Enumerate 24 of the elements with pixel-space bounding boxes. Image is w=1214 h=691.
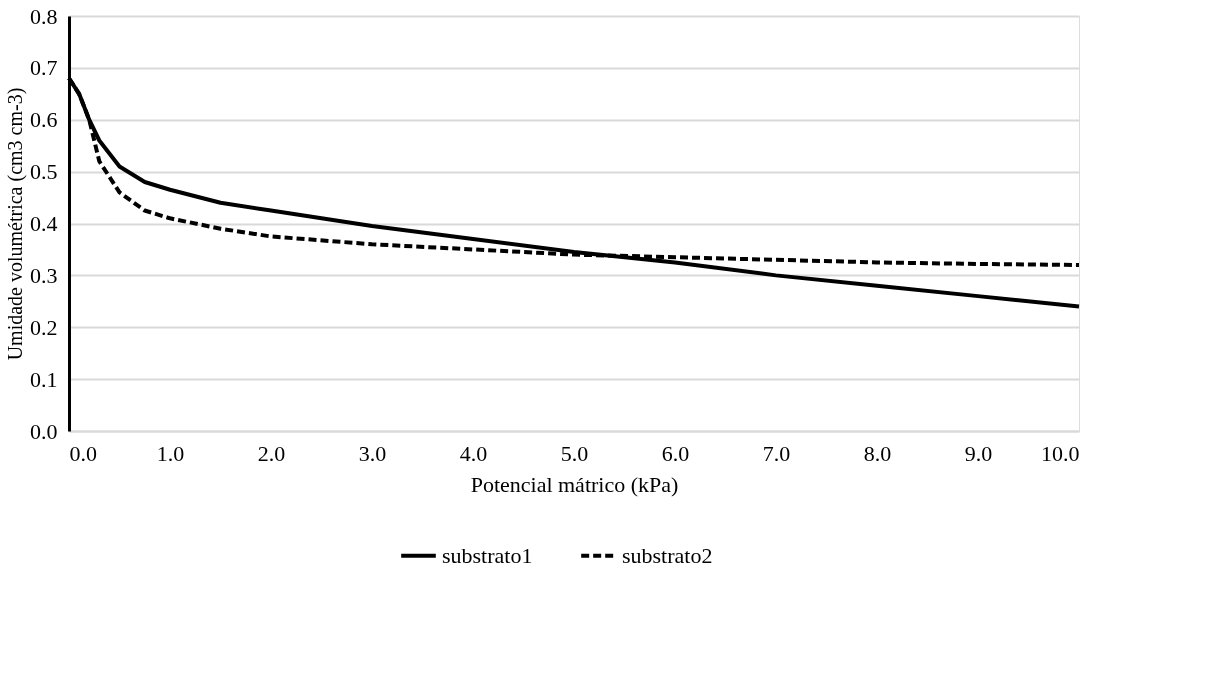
x-tick-label: 7.0 bbox=[762, 440, 791, 466]
x-axis-title: Potencial mátrico (kPa) bbox=[470, 471, 679, 497]
x-tick-label: 9.0 bbox=[964, 440, 993, 466]
y-tick-label: 0.8 bbox=[30, 3, 58, 29]
y-tick-label: 0.1 bbox=[30, 366, 58, 392]
y-axis-title: Umidade volumétrica (cm3 cm-3) bbox=[4, 87, 27, 361]
x-tick-label: 3.0 bbox=[358, 440, 387, 466]
y-tick-label: 0.0 bbox=[30, 418, 58, 444]
y-tick-label: 0.7 bbox=[30, 55, 58, 81]
x-tick-label: 4.0 bbox=[459, 440, 488, 466]
x-tick-label: 5.0 bbox=[560, 440, 589, 466]
y-tick-label: 0.4 bbox=[30, 211, 58, 236]
x-tick-label: 10.0 bbox=[1041, 440, 1080, 466]
y-tick-label: 0.6 bbox=[30, 107, 58, 133]
legend-label: substrato2 bbox=[622, 542, 713, 568]
y-tick-label: 0.5 bbox=[30, 159, 58, 185]
y-tick-label: 0.2 bbox=[30, 314, 58, 340]
x-tick-label: 2.0 bbox=[257, 440, 286, 466]
x-tick-label: 6.0 bbox=[661, 440, 690, 466]
y-tick-label: 0.3 bbox=[30, 262, 58, 288]
x-tick-label: 8.0 bbox=[863, 440, 892, 466]
legend-label: substrato1 bbox=[442, 542, 533, 568]
x-tick-label: 1.0 bbox=[156, 440, 185, 466]
x-tick-label: 0.0 bbox=[69, 440, 97, 466]
